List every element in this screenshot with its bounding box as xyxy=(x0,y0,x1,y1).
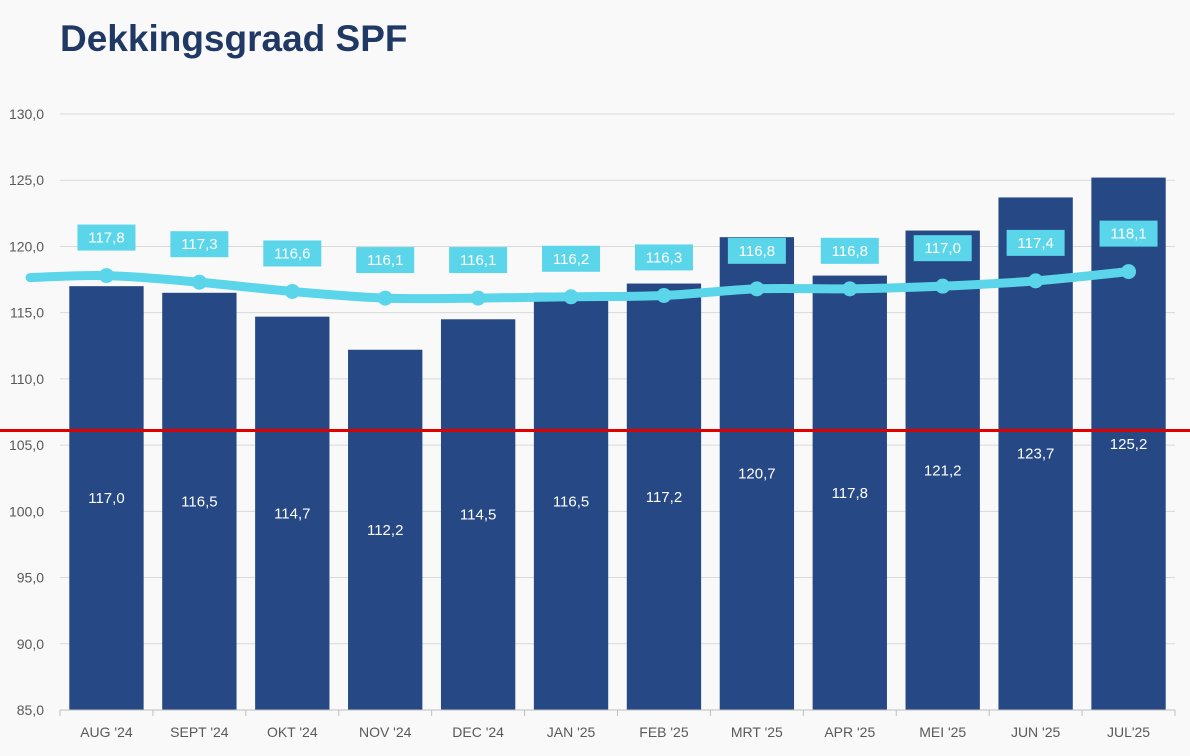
y-tick-label: 125,0 xyxy=(9,172,44,188)
bar xyxy=(905,230,980,710)
line-value-label: 116,1 xyxy=(460,252,496,269)
bar-value-label: 125,2 xyxy=(1110,436,1148,453)
line-value-label: 116,1 xyxy=(367,252,403,269)
bar-value-label: 114,5 xyxy=(460,507,496,524)
line-value-label: 117,8 xyxy=(88,230,124,247)
bar xyxy=(533,292,609,710)
line-point xyxy=(1028,273,1044,289)
line-label-box xyxy=(542,245,601,272)
x-tick-label: JUL'25 xyxy=(1107,724,1150,740)
y-tick-label: 120,0 xyxy=(9,238,44,254)
x-tick-label: MEI '25 xyxy=(919,724,966,740)
line-label-box xyxy=(77,224,136,251)
bar xyxy=(348,349,423,710)
x-tick-label: APR '25 xyxy=(824,724,875,740)
y-tick-label: 90,0 xyxy=(17,636,44,652)
line-point xyxy=(470,290,486,306)
line-point xyxy=(563,289,579,305)
line-value-label: 117,3 xyxy=(181,236,217,253)
x-tick-label: FEB '25 xyxy=(639,724,689,740)
line-label-box xyxy=(1099,220,1158,247)
bar-value-label: 116,5 xyxy=(181,493,217,510)
x-tick-label: JAN '25 xyxy=(547,724,596,740)
bar xyxy=(440,319,516,710)
line-value-label: 116,6 xyxy=(274,245,310,262)
y-tick-label: 100,0 xyxy=(9,503,44,519)
bar-value-label: 123,7 xyxy=(1017,446,1055,463)
line-label-box xyxy=(820,237,879,264)
x-tick-label: SEPT '24 xyxy=(170,724,229,740)
line-value-label: 117,4 xyxy=(1017,235,1053,252)
chart-title: Dekkingsgraad SPF xyxy=(60,18,408,59)
line-point xyxy=(935,278,951,294)
line-label-box xyxy=(913,235,972,262)
line-value-label: 117,0 xyxy=(924,240,960,257)
y-tick-label: 95,0 xyxy=(17,570,44,586)
bar-value-label: 117,2 xyxy=(646,489,682,506)
y-tick-label: 130,0 xyxy=(9,106,44,122)
y-tick-label: 115,0 xyxy=(10,305,44,321)
bar xyxy=(162,292,237,710)
line-value-label: 116,8 xyxy=(832,243,868,260)
bar-value-label: 114,7 xyxy=(274,505,310,522)
line-point xyxy=(191,274,207,290)
bar xyxy=(719,237,795,710)
x-tick-label: JUN '25 xyxy=(1011,724,1061,740)
bar-value-label: 112,2 xyxy=(367,522,403,539)
y-tick-label: 110,0 xyxy=(10,371,44,387)
line-label-box xyxy=(263,240,322,267)
line-label-box xyxy=(170,231,229,258)
bar-value-label: 117,8 xyxy=(832,485,868,502)
bar xyxy=(69,286,144,710)
line-point xyxy=(98,268,114,284)
line-point xyxy=(656,287,672,303)
bar-value-label: 117,0 xyxy=(88,490,124,507)
line-value-label: 116,3 xyxy=(646,249,682,266)
line-point xyxy=(1121,264,1137,280)
x-tick-label: OKT '24 xyxy=(267,724,318,740)
x-tick-label: MRT '25 xyxy=(731,724,783,740)
bar xyxy=(255,316,330,710)
line-label-box xyxy=(1006,229,1065,256)
line-value-label: 116,2 xyxy=(553,251,589,268)
y-tick-label: 85,0 xyxy=(17,702,44,718)
bar-value-label: 116,5 xyxy=(553,493,589,510)
bar xyxy=(812,275,887,710)
line-label-box xyxy=(449,247,508,274)
line-label-box xyxy=(356,247,415,274)
line-value-label: 118,1 xyxy=(1110,226,1146,243)
y-tick-label: 105,0 xyxy=(9,437,44,453)
x-tick-label: DEC '24 xyxy=(452,724,504,740)
bar-value-label: 120,7 xyxy=(738,466,776,483)
bar xyxy=(626,283,702,710)
line-point xyxy=(377,290,393,306)
line-point xyxy=(842,281,858,297)
x-tick-label: NOV '24 xyxy=(359,724,412,740)
line-value-label: 116,8 xyxy=(739,243,775,260)
bar-value-label: 121,2 xyxy=(924,462,962,479)
line-point xyxy=(284,283,300,299)
line-label-box xyxy=(727,237,786,264)
x-tick-label: AUG '24 xyxy=(80,724,133,740)
line-label-box xyxy=(634,244,693,271)
line-point xyxy=(749,281,765,297)
